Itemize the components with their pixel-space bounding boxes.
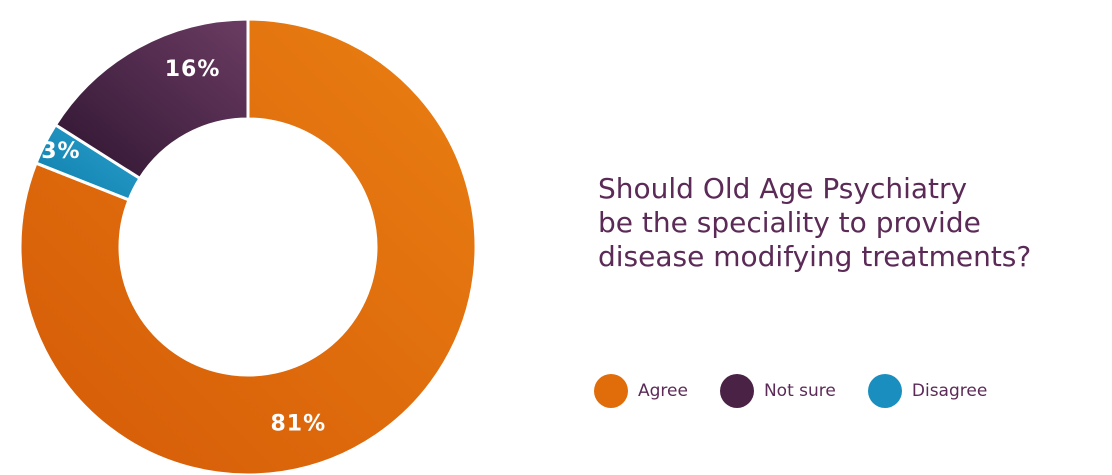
donut-chart: 81% 3% 16% [18, 17, 478, 475]
slice-label-agree: 81% [270, 411, 326, 436]
legend-label-agree: Agree [638, 381, 688, 401]
slice-label-disagree: 3% [41, 139, 80, 164]
slice-label-not-sure: 16% [165, 57, 221, 82]
chart-title: Should Old Age Psychiatry be the special… [598, 172, 1108, 274]
chart-legend: Agree Not sure Disagree [594, 372, 987, 410]
chart-title-line-2: be the speciality to provide [598, 206, 981, 239]
legend-item-disagree: Disagree [867, 374, 988, 408]
legend-item-not-sure: Not sure [719, 374, 836, 408]
legend-item-agree: Agree [594, 374, 688, 408]
legend-swatch-disagree [867, 374, 902, 408]
chart-title-line-1: Should Old Age Psychiatry [598, 172, 968, 205]
legend-swatch-not-sure [719, 374, 754, 408]
legend-swatch-agree [594, 374, 628, 408]
legend-label-disagree: Disagree [911, 381, 988, 401]
legend-label-not-sure: Not sure [763, 381, 836, 401]
donut-slice-not-sure [53, 17, 250, 180]
chart-title-line-3: disease modifying treatments? [598, 240, 1032, 273]
donut-slice-agree [18, 17, 478, 475]
